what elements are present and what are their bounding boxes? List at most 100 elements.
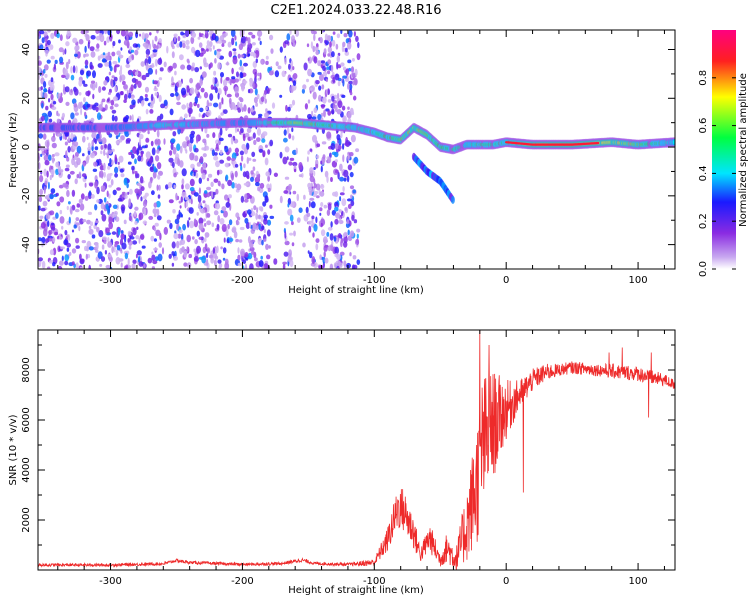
spectrogram-cell <box>103 164 106 171</box>
spectrogram-cell <box>99 263 103 267</box>
spectrogram-cell <box>238 43 244 51</box>
spectrogram-cell <box>189 77 194 84</box>
spectrogram-ridge-core <box>672 140 675 144</box>
spectrogram-cell <box>71 98 77 105</box>
spectrogram-cell <box>136 182 141 187</box>
spectrogram-ylabel: Frequency (Hz) <box>8 112 19 188</box>
spectrogram-cell <box>103 239 107 245</box>
spectrogram-cell <box>282 156 288 165</box>
spectrogram-cell <box>334 104 338 113</box>
spectrogram-cell <box>38 162 41 170</box>
spectrogram-cell <box>354 80 358 85</box>
spectrogram-cell <box>336 134 341 141</box>
spectrogram-cell <box>121 206 125 214</box>
spectrogram-cell <box>104 250 107 255</box>
spectrogram-cell <box>189 178 195 187</box>
spectrogram-cell <box>286 126 290 135</box>
spectrogram-cell <box>167 181 173 189</box>
spectrogram-cell <box>332 31 336 35</box>
spectrogram-cell <box>73 156 78 161</box>
spectrogram-cell <box>180 87 187 96</box>
spectrogram-cell <box>222 227 227 233</box>
spectrogram-cell <box>268 245 271 249</box>
spectrogram-cell <box>172 131 177 137</box>
spectrogram-cell <box>212 32 216 40</box>
spectrogram-cell <box>244 263 248 269</box>
spectrogram-cell <box>40 170 43 175</box>
spectrogram-cell <box>198 217 204 225</box>
spectrogram-cell <box>186 246 189 253</box>
spectrogram-cell <box>254 257 258 262</box>
spectrogram-cell <box>66 242 71 248</box>
spectrogram-xtick-label: -100 <box>363 275 386 286</box>
spectrogram-cell <box>111 231 117 235</box>
spectrogram-cell <box>44 73 48 78</box>
spectrogram-cell <box>342 154 345 163</box>
spectrogram-cell <box>210 181 214 187</box>
spectrogram-cell <box>134 220 138 225</box>
spectrogram-cell <box>174 92 179 97</box>
spectrogram-cell <box>155 229 161 236</box>
spectrogram-cell <box>217 259 222 264</box>
spectrogram-cell <box>270 48 274 54</box>
spectrogram-cell <box>38 66 42 74</box>
spectrogram-cell <box>337 145 342 150</box>
spectrogram-cell <box>64 86 70 93</box>
spectrogram-cell <box>70 132 74 141</box>
spectrogram-cell <box>66 234 69 238</box>
spectrogram-cell <box>213 155 219 161</box>
spectrogram-cell <box>288 249 292 257</box>
spectrogram-cell <box>230 30 236 37</box>
spectrogram-cell <box>188 198 191 204</box>
spectrogram-cell <box>84 245 87 251</box>
spectrogram-cell <box>179 41 183 48</box>
spectrogram-cell <box>326 131 332 139</box>
spectrogram-cell <box>284 57 287 65</box>
spectrogram-cell <box>189 87 195 95</box>
spectrogram-cell <box>70 88 73 93</box>
spectrogram-cell <box>222 247 227 254</box>
spectrogram-cell <box>192 32 197 37</box>
spectrogram-cell <box>232 56 238 65</box>
spectrogram-cell <box>148 56 152 65</box>
spectrogram-cell <box>145 72 150 78</box>
spectrogram-cell <box>53 63 57 70</box>
spectrogram-cell <box>82 173 87 178</box>
spectrogram-cell <box>331 160 337 168</box>
spectrogram-cell <box>84 182 87 188</box>
spectrogram-cell <box>288 63 291 70</box>
spectrogram-cell <box>188 253 193 259</box>
spectrogram-cell <box>247 37 251 45</box>
spectrogram-cell <box>80 107 83 116</box>
spectrogram-cell <box>263 89 268 95</box>
spectrogram-cell <box>112 189 117 196</box>
spectrogram-cell <box>220 72 224 78</box>
spectrogram-ytick-label: -20 <box>21 188 32 204</box>
spectrogram-cell <box>38 196 43 203</box>
spectrogram-cell <box>320 112 324 117</box>
spectrogram-cell <box>258 260 264 267</box>
spectrogram-cell <box>189 187 195 192</box>
spectrogram-cell <box>90 35 96 40</box>
spectrogram-cell <box>65 150 68 159</box>
spectrogram-cell <box>202 138 207 144</box>
spectrogram-cell <box>74 178 78 185</box>
spectrogram-cell <box>289 191 292 195</box>
spectrogram-cell <box>324 39 328 44</box>
spectrogram-cell <box>66 30 71 37</box>
spectrogram-cell <box>201 71 207 78</box>
spectrogram-cell <box>206 192 211 198</box>
spectrogram-cell <box>112 96 118 102</box>
spectrogram-cell <box>100 150 103 155</box>
spectrogram-cell <box>69 170 75 175</box>
spectrogram-cell <box>100 202 105 210</box>
spectrogram-cell <box>292 42 296 47</box>
spectrogram-cell <box>221 39 227 44</box>
spectrogram-cell <box>109 158 112 164</box>
spectrogram-cell <box>351 72 356 78</box>
spectrogram-cell <box>78 92 82 96</box>
spectrogram-cell <box>253 96 258 104</box>
spectrogram-cell <box>312 232 315 238</box>
spectrogram-cell <box>309 175 315 183</box>
spectrogram-cell <box>90 83 94 89</box>
